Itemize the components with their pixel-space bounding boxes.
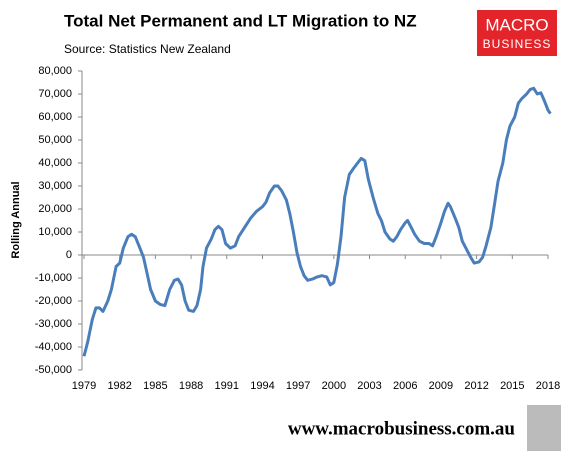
y-tick-label: 10,000 xyxy=(38,226,72,238)
chart-title: Total Net Permanent and LT Migration to … xyxy=(64,11,417,30)
y-tick-label: -10,000 xyxy=(35,272,72,284)
x-tick-label: 2015 xyxy=(500,380,524,392)
logo-text: MACRO xyxy=(485,15,548,34)
y-tick-label: -30,000 xyxy=(35,318,72,330)
x-tick-label: 2000 xyxy=(322,380,346,392)
logo-text: BUSINESS xyxy=(483,37,552,51)
x-tick-label: 2012 xyxy=(464,380,488,392)
y-tick-label: 40,000 xyxy=(38,157,72,169)
y-tick-label: 50,000 xyxy=(38,134,72,146)
x-tick-label: 1994 xyxy=(250,380,274,392)
y-tick-label: 80,000 xyxy=(38,65,72,77)
chart-subtitle: Source: Statistics New Zealand xyxy=(64,42,231,56)
y-tick-label: -50,000 xyxy=(35,364,72,376)
y-tick-label: -40,000 xyxy=(35,341,72,353)
y-tick-label: 20,000 xyxy=(38,203,72,215)
y-tick-label: 0 xyxy=(66,249,72,261)
data-line xyxy=(82,86,552,357)
x-tick-label: 1979 xyxy=(72,380,96,392)
x-tick-label: 1991 xyxy=(215,380,239,392)
y-tick-label: 30,000 xyxy=(38,180,72,192)
footer-url: www.macrobusiness.com.au xyxy=(288,418,516,439)
y-tick-label: 60,000 xyxy=(38,111,72,123)
logo-box xyxy=(477,10,557,56)
logo-image xyxy=(527,405,561,451)
y-tick-label: 70,000 xyxy=(38,88,72,100)
x-tick-label: 1997 xyxy=(286,380,310,392)
x-tick-label: 2003 xyxy=(357,380,381,392)
y-axis-label: Rolling Annual xyxy=(10,181,22,258)
x-tick-label: 2006 xyxy=(393,380,417,392)
x-tick-label: 1985 xyxy=(143,380,167,392)
y-tick-label: -20,000 xyxy=(35,295,72,307)
x-tick-label: 2009 xyxy=(429,380,453,392)
x-tick-label: 1988 xyxy=(179,380,203,392)
x-tick-label: 1982 xyxy=(107,380,131,392)
x-tick-label: 2018 xyxy=(536,380,560,392)
